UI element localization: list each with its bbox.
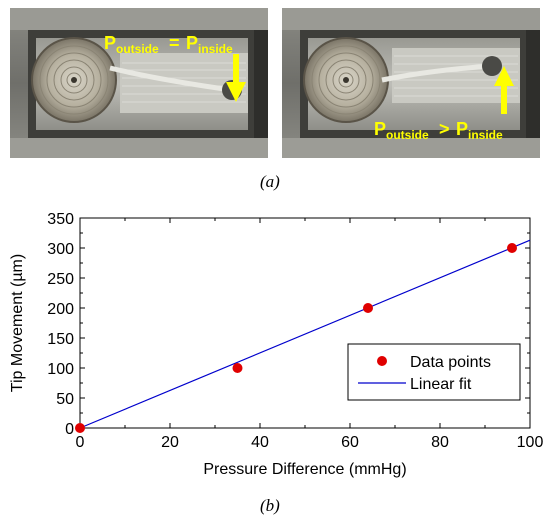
chart-legend: Data points Linear fit [347,343,521,401]
legend-label-data-points: Data points [410,354,491,371]
legend-marker-data-points [377,356,387,366]
x-axis-label: Pressure Difference (mmHg) [203,461,406,478]
y-tick-label: 50 [56,391,74,408]
arrow-up-icon [494,66,514,114]
y-tick-label: 250 [47,271,74,288]
tip-movement-chart: 0 20 40 60 80 100 0 50 100 150 200 250 300 350 Pressu… [9,211,543,478]
x-tick-label: 20 [161,434,179,451]
x-tick-label: 40 [251,434,269,451]
caption-a: (a) [260,172,280,191]
label-greater-than: > [434,119,455,139]
label-sub-inside-right: inside [468,128,503,142]
data-point [507,243,517,253]
y-tick-label: 350 [47,211,74,228]
y-tick-label: 150 [47,331,74,348]
micrograph-equal-pressure: P outside = P inside [10,8,268,158]
x-tick-label: 100 [517,434,544,451]
micrograph-higher-outside-pressure: P outside > P inside [282,8,540,158]
x-tick-label: 60 [341,434,359,451]
linear-fit-line [79,239,531,429]
legend-box [347,343,521,401]
data-point [75,423,85,433]
label-equals: = [164,33,185,53]
legend-label-linear-fit: Linear fit [410,376,472,393]
caption-b: (b) [260,496,280,515]
label-p-outside: P [104,33,116,53]
data-point [363,303,373,313]
label-p-outside-right: P [374,119,386,139]
y-axis-label: Tip Movement (µm) [9,254,26,392]
label-sub-outside: outside [116,42,159,56]
data-point [232,363,243,373]
y-tick-label: 200 [47,301,74,318]
label-sub-inside: inside [198,42,233,56]
chart-ticks: 0 20 40 60 80 100 0 50 100 150 200 250 300 350 [47,211,543,451]
chart-series [75,239,531,433]
label-p-inside: P [186,33,198,53]
y-tick-label: 0 [65,421,74,438]
y-tick-label: 300 [47,241,74,258]
arrow-down-icon [226,54,246,102]
x-tick-label: 0 [76,434,85,451]
label-p-inside-right: P [456,119,468,139]
y-tick-label: 100 [47,361,74,378]
x-tick-label: 80 [431,434,449,451]
label-sub-outside-right: outside [386,128,429,142]
